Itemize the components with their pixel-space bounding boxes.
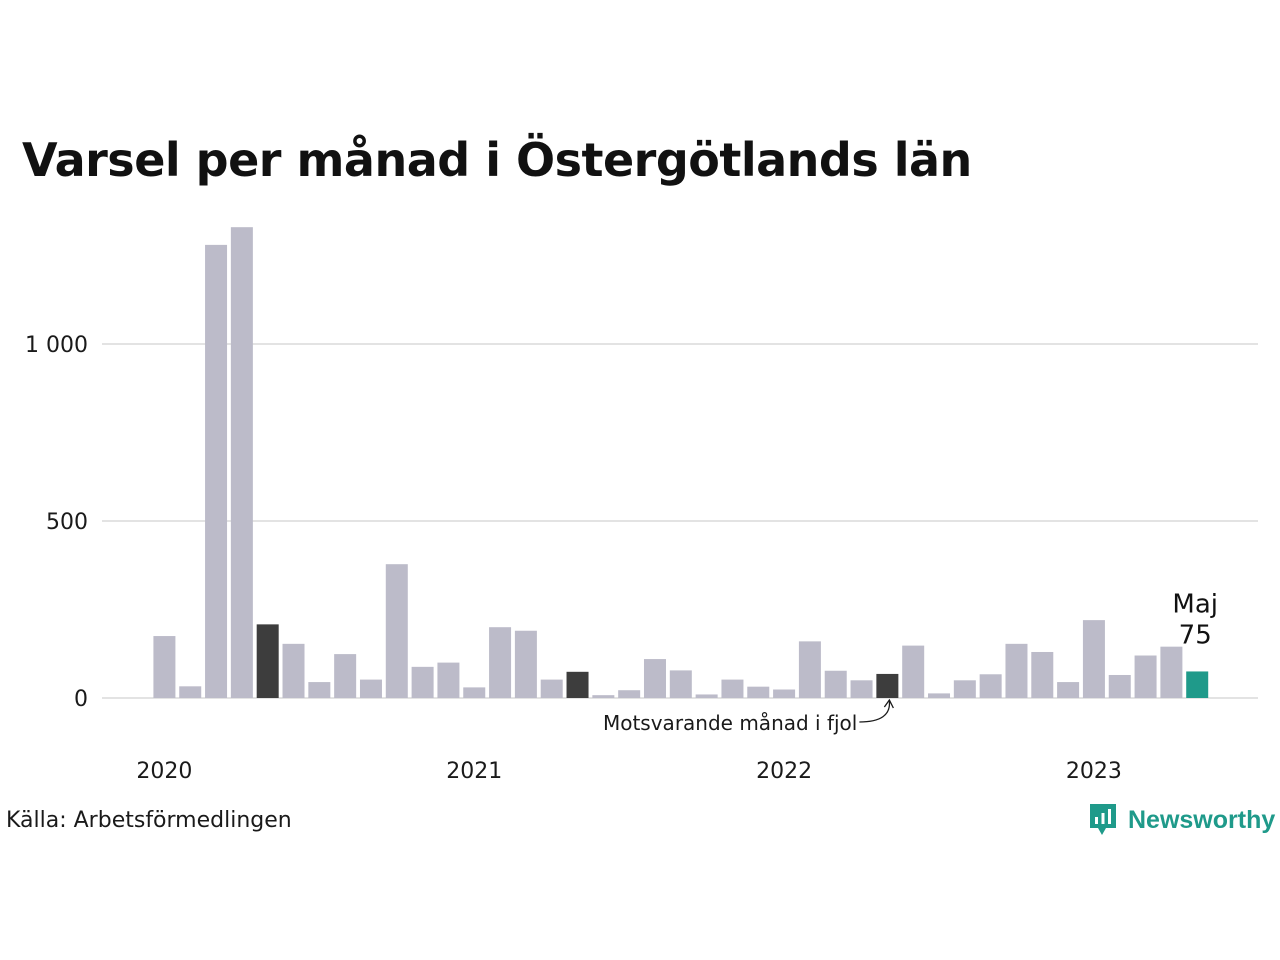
bar-2023-05	[1186, 671, 1209, 698]
x-tick-label: 2021	[446, 759, 502, 784]
bar-2020-10	[385, 564, 408, 698]
latest-month-label: Maj	[1172, 589, 1218, 619]
bar-2022-01	[773, 689, 796, 698]
bar-2022-12	[1057, 682, 1080, 698]
bar-2020-04	[230, 227, 253, 698]
chart-title: Varsel per månad i Östergötlands län	[22, 133, 972, 187]
bar-2021-12	[747, 686, 770, 698]
bar-2022-06	[902, 645, 925, 698]
bar-2021-05	[566, 671, 589, 698]
bar-2022-04	[850, 680, 873, 698]
bar-2021-01	[463, 687, 486, 698]
bar-2020-06	[282, 643, 305, 698]
bar-2021-04	[540, 679, 563, 698]
annotation-arrow	[859, 700, 891, 723]
bar-2020-11	[411, 666, 434, 698]
newsworthy-logo-icon	[1090, 804, 1116, 835]
brand-logo: Newsworthy	[1088, 802, 1275, 838]
bar-2020-02	[179, 686, 202, 698]
bar-2021-11	[721, 679, 744, 698]
annotation-arrowhead	[883, 698, 894, 709]
bar-2020-07	[308, 682, 331, 698]
bar-2022-09	[979, 674, 1002, 698]
annotation-text: Motsvarande månad i fjol	[603, 711, 857, 735]
y-tick-label: 500	[46, 510, 88, 535]
brand-name: Newsworthy	[1128, 805, 1276, 834]
bar-2020-05	[256, 624, 279, 698]
bar-2022-03	[824, 670, 847, 698]
bar-2021-07	[618, 690, 641, 698]
latest-value-label: 75	[1179, 620, 1212, 650]
bar-2022-08	[953, 680, 976, 698]
bar-2022-11	[1031, 651, 1054, 698]
bar-2020-12	[437, 662, 460, 698]
bar-2023-02	[1108, 674, 1131, 698]
bar-2023-01	[1082, 620, 1105, 698]
bar-2021-09	[669, 670, 692, 698]
bar-2021-02	[489, 627, 512, 698]
bar-2020-03	[205, 244, 228, 698]
bar-2021-10	[695, 694, 718, 698]
bar-2021-03	[514, 630, 537, 698]
bar-2021-08	[643, 659, 666, 698]
bar-2022-05	[876, 673, 899, 698]
bar-2020-01	[153, 636, 176, 698]
bar-2023-03	[1134, 655, 1157, 698]
bar-2021-06	[592, 695, 615, 698]
bar-2023-04	[1160, 646, 1183, 698]
x-tick-label: 2020	[136, 759, 192, 784]
bar-2020-09	[359, 679, 382, 698]
bar-2022-02	[798, 641, 821, 698]
bar-2020-08	[334, 654, 357, 698]
bar-2022-07	[928, 693, 951, 698]
y-tick-label: 1 000	[25, 333, 88, 358]
source-note: Källa: Arbetsförmedlingen	[6, 808, 292, 833]
x-tick-label: 2022	[756, 759, 812, 784]
x-tick-label: 2023	[1066, 759, 1122, 784]
y-tick-label: 0	[74, 687, 88, 712]
bar-2022-10	[1005, 643, 1028, 698]
